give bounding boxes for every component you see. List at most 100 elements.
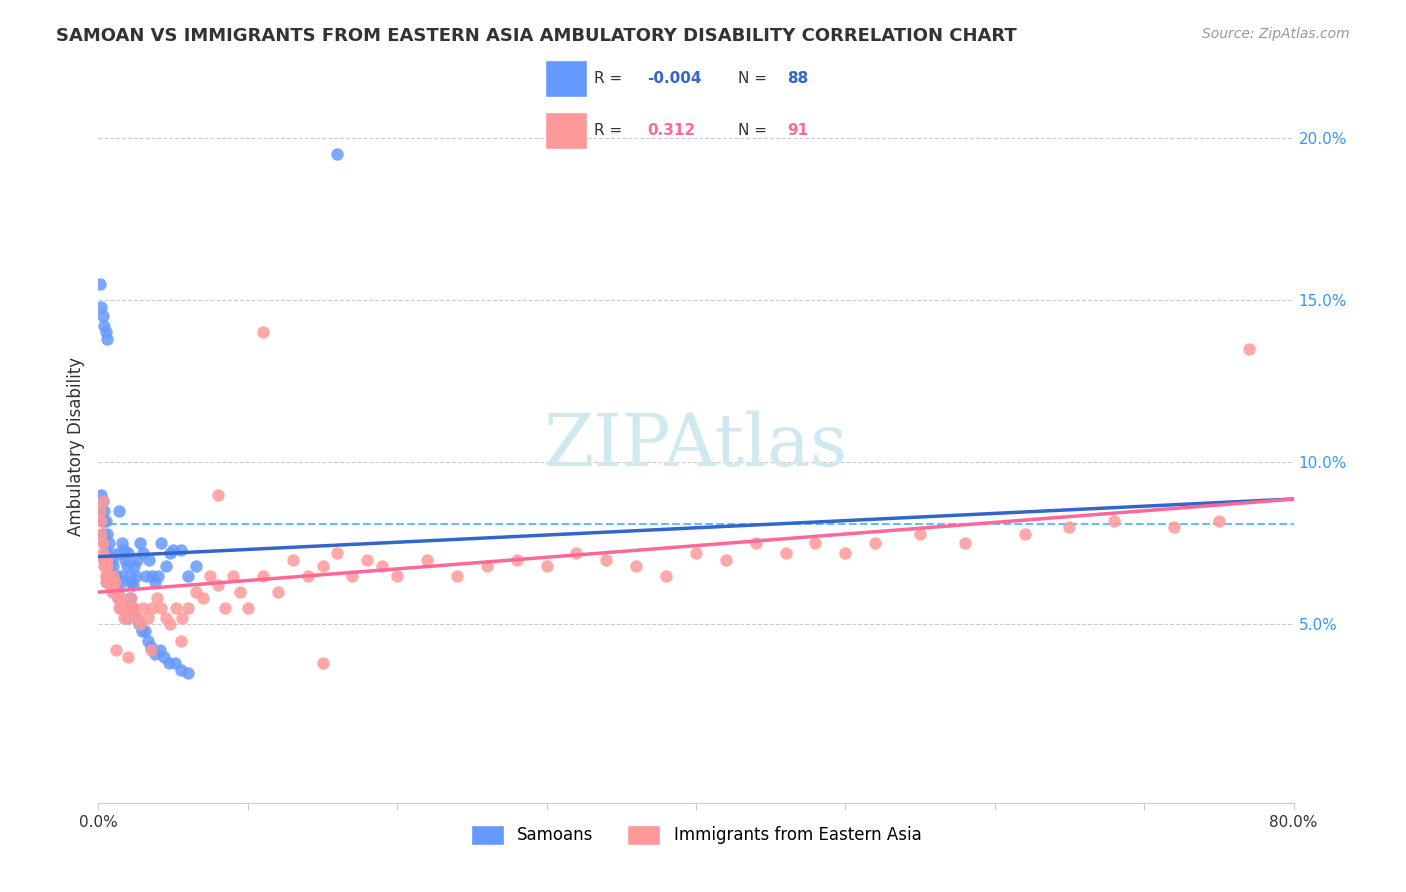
Point xyxy=(131,624,153,638)
Point xyxy=(94,568,117,582)
Text: N =: N = xyxy=(738,123,772,138)
Point xyxy=(172,611,194,625)
Point xyxy=(96,568,118,582)
Point xyxy=(141,568,163,582)
Point xyxy=(97,559,120,574)
Point xyxy=(121,578,143,592)
Point xyxy=(90,300,112,314)
Point xyxy=(91,526,114,541)
Point xyxy=(105,575,128,590)
Point xyxy=(165,601,187,615)
Point xyxy=(145,591,167,606)
Point xyxy=(626,559,648,574)
Point xyxy=(96,559,118,574)
Point xyxy=(96,332,118,346)
Point xyxy=(150,536,173,550)
Point xyxy=(141,601,163,615)
Point xyxy=(159,617,181,632)
Bar xyxy=(544,112,586,149)
Point xyxy=(125,568,148,582)
Point xyxy=(222,568,245,582)
Point xyxy=(191,591,214,606)
Point xyxy=(162,542,184,557)
Point xyxy=(385,568,409,582)
Point xyxy=(94,568,117,582)
Point xyxy=(91,310,114,324)
Point xyxy=(101,585,124,599)
Point xyxy=(184,585,207,599)
Point xyxy=(111,536,134,550)
Point xyxy=(96,552,118,566)
Point xyxy=(229,585,252,599)
Point xyxy=(1208,514,1230,528)
Point xyxy=(1104,514,1126,528)
Point xyxy=(118,591,141,606)
Point xyxy=(91,494,114,508)
Point xyxy=(110,568,132,582)
Point xyxy=(155,611,177,625)
Point xyxy=(104,575,127,590)
Point xyxy=(93,552,115,566)
Point xyxy=(103,559,125,574)
Point xyxy=(117,649,139,664)
Point xyxy=(115,559,138,574)
Point xyxy=(155,559,177,574)
Point xyxy=(90,514,112,528)
Point xyxy=(89,277,111,291)
Text: R =: R = xyxy=(593,123,627,138)
Point xyxy=(177,666,200,681)
Point xyxy=(107,591,129,606)
Point xyxy=(91,514,114,528)
Point xyxy=(117,601,139,615)
Point xyxy=(117,546,139,560)
Point xyxy=(506,552,529,566)
Point xyxy=(118,568,141,582)
Point xyxy=(108,504,131,518)
Point xyxy=(91,536,114,550)
Point xyxy=(135,568,157,582)
Point xyxy=(120,591,142,606)
Point xyxy=(104,582,127,596)
Point xyxy=(953,536,976,550)
Point xyxy=(101,575,124,590)
Point xyxy=(134,624,156,638)
Point xyxy=(89,504,111,518)
Point xyxy=(112,601,135,615)
Point xyxy=(111,601,134,615)
Point xyxy=(105,585,128,599)
Text: N =: N = xyxy=(738,70,772,86)
Point xyxy=(112,542,135,557)
Point xyxy=(371,559,394,574)
Point xyxy=(163,657,186,671)
Bar xyxy=(544,60,586,97)
Point xyxy=(177,568,200,582)
Point xyxy=(149,643,172,657)
Point xyxy=(148,568,170,582)
Point xyxy=(1237,342,1260,356)
Point xyxy=(143,647,166,661)
Point xyxy=(115,611,138,625)
Point xyxy=(90,488,112,502)
Point xyxy=(91,494,114,508)
Y-axis label: Ambulatory Disability: Ambulatory Disability xyxy=(66,357,84,535)
Point xyxy=(281,552,304,566)
Point xyxy=(115,611,138,625)
Point xyxy=(356,552,378,566)
Point xyxy=(138,552,160,566)
Point xyxy=(93,552,115,566)
Point xyxy=(93,504,115,518)
Point xyxy=(157,657,180,671)
Point xyxy=(214,601,236,615)
Point xyxy=(110,575,132,590)
Point xyxy=(98,566,122,580)
Text: SAMOAN VS IMMIGRANTS FROM EASTERN ASIA AMBULATORY DISABILITY CORRELATION CHART: SAMOAN VS IMMIGRANTS FROM EASTERN ASIA A… xyxy=(56,27,1017,45)
Point xyxy=(311,559,333,574)
Point xyxy=(143,575,166,590)
Point xyxy=(169,542,191,557)
Point xyxy=(98,578,122,592)
Point xyxy=(114,601,136,615)
Point xyxy=(207,578,229,592)
Point xyxy=(177,601,200,615)
Point xyxy=(112,611,135,625)
Text: ZIPAtlas: ZIPAtlas xyxy=(544,410,848,482)
